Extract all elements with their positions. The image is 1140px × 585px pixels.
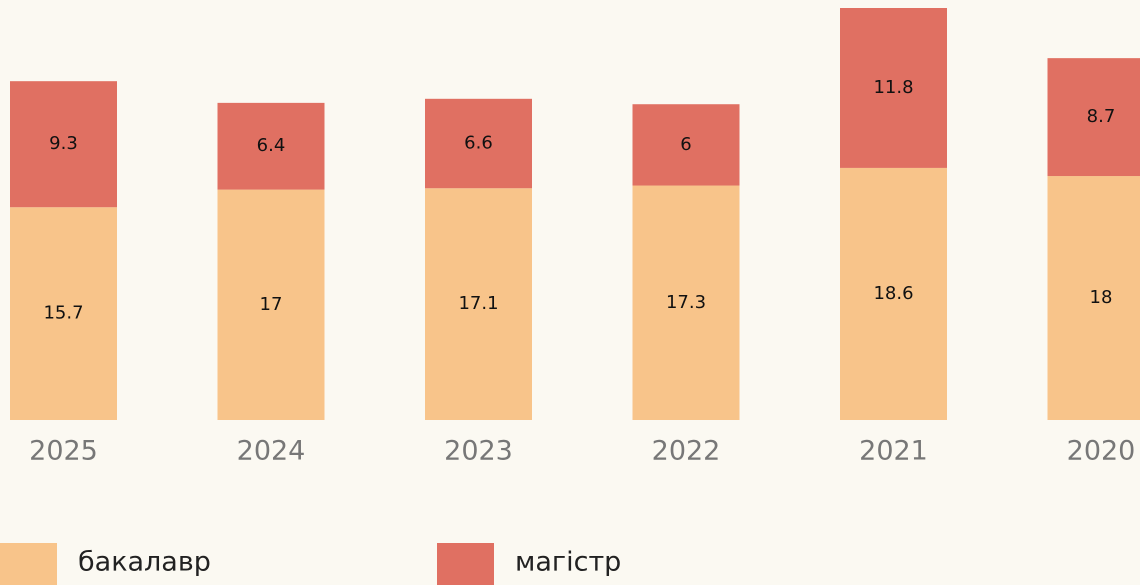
bar-segment bbox=[217, 189, 325, 420]
x-tick-label: 2025 bbox=[29, 436, 98, 467]
bar-segment bbox=[840, 8, 947, 168]
bar-segment bbox=[1047, 176, 1140, 420]
x-tick-label: 2020 bbox=[1067, 436, 1136, 467]
bar-segment bbox=[425, 98, 532, 189]
data-label: 9.3 bbox=[49, 133, 78, 154]
data-label: 17.3 bbox=[666, 292, 706, 313]
bar-segment bbox=[425, 188, 532, 420]
data-label: 11.8 bbox=[873, 77, 913, 98]
x-tick-label: 2021 bbox=[859, 436, 928, 467]
bar-segment bbox=[840, 167, 947, 420]
bar-segment bbox=[632, 185, 740, 420]
legend-label: магістр bbox=[515, 547, 621, 578]
bar-segment bbox=[10, 207, 117, 420]
bar-segment bbox=[632, 104, 740, 186]
data-label: 6.6 bbox=[464, 133, 493, 154]
x-tick-label: 2023 bbox=[444, 436, 513, 467]
data-label: 15.7 bbox=[43, 303, 83, 324]
legend-swatch bbox=[437, 543, 494, 585]
data-label: 18.6 bbox=[873, 283, 913, 304]
data-label: 6.4 bbox=[257, 135, 286, 156]
x-tick-label: 2022 bbox=[652, 436, 721, 467]
bar-segment bbox=[217, 102, 325, 190]
data-label: 17.1 bbox=[458, 293, 498, 314]
data-label: 8.7 bbox=[1087, 106, 1116, 127]
x-tick-label: 2024 bbox=[237, 436, 306, 467]
data-label: 17 bbox=[260, 294, 283, 315]
bar-segment bbox=[10, 81, 117, 208]
legend-label: бакалавр bbox=[78, 547, 211, 578]
legend-swatch bbox=[0, 543, 57, 585]
bar-segment bbox=[1047, 58, 1140, 177]
data-label: 6 bbox=[680, 134, 691, 155]
data-label: 18 bbox=[1090, 287, 1113, 308]
